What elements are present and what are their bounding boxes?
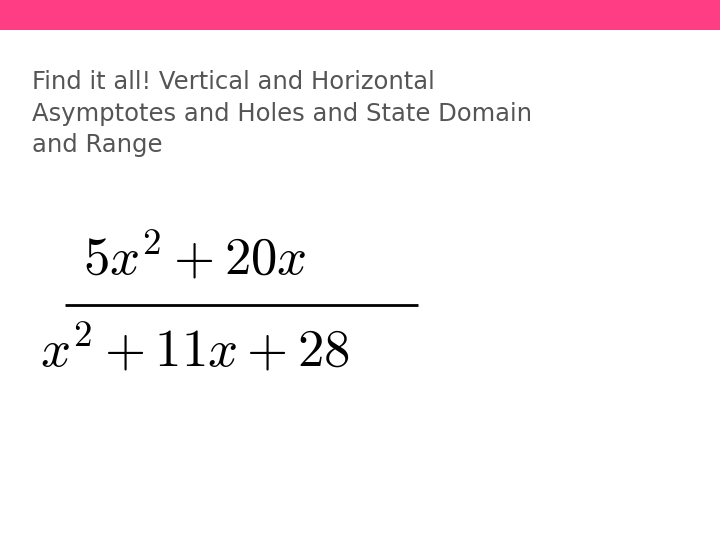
Text: Find it all! Vertical and Horizontal
Asymptotes and Holes and State Domain
and R: Find it all! Vertical and Horizontal Asy…	[32, 70, 532, 157]
Text: $5x^2 + 20x$: $5x^2 + 20x$	[83, 233, 306, 286]
FancyBboxPatch shape	[0, 0, 720, 30]
Text: $x^2 + 11x + 28$: $x^2 + 11x + 28$	[40, 325, 349, 377]
